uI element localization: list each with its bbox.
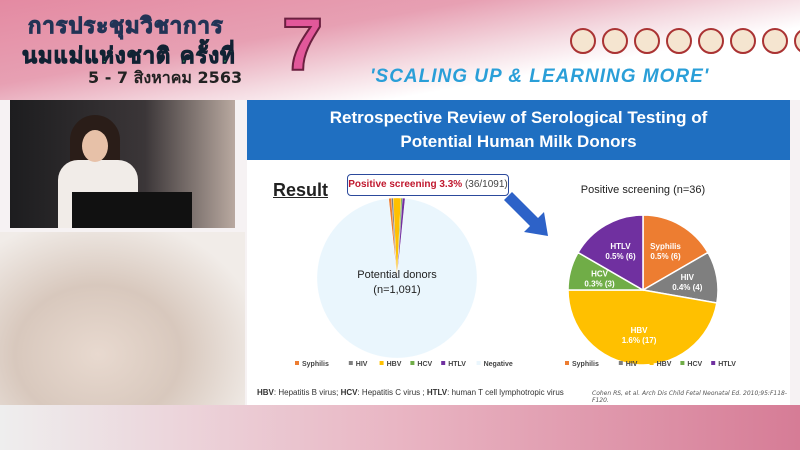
legend-item: Syphilis xyxy=(572,361,599,368)
logo xyxy=(794,28,800,54)
slogan: 'SCALING UP & LEARNING MORE' xyxy=(370,66,710,87)
legend-swatch xyxy=(410,361,415,365)
legend-swatch xyxy=(565,361,569,365)
result-heading: Result xyxy=(273,180,329,200)
slice-label-name: HIV xyxy=(681,273,695,282)
fn-abbr: HBV xyxy=(257,388,274,397)
logo xyxy=(762,28,788,54)
legend-swatch xyxy=(348,361,353,365)
legend-swatch xyxy=(441,361,446,365)
center-label: (n=1,091) xyxy=(373,284,420,296)
logo xyxy=(634,28,660,54)
legend-item: HIV xyxy=(626,361,638,368)
legend-swatch xyxy=(476,361,481,365)
slide-title-line2: Potential Human Milk Donors xyxy=(400,132,637,151)
legend-swatch xyxy=(680,361,685,365)
legend-item: HBV xyxy=(657,361,672,368)
legend-item: HBV xyxy=(387,361,402,368)
legend-swatch xyxy=(618,361,623,365)
citation: Cohen RS, et al. Arch Dis Child Fetal Ne… xyxy=(592,390,788,404)
background-child-photo xyxy=(0,232,245,407)
slice-label-value: 1.6% (17) xyxy=(622,336,657,345)
slice-label-value: 0.3% (3) xyxy=(584,279,615,288)
slice-label-value: 0.5% (6) xyxy=(650,252,681,261)
conference-number: 7 xyxy=(281,2,324,87)
conference-date: 5 - 7 สิงหาคม 2563 xyxy=(88,68,243,87)
presentation-slide: Retrospective Review of Serological Test… xyxy=(247,100,790,405)
arrow-icon xyxy=(504,192,548,236)
logo xyxy=(570,28,596,54)
footer-banner xyxy=(0,405,800,450)
logo xyxy=(602,28,628,54)
logo xyxy=(730,28,756,54)
slice-label-name: Syphilis xyxy=(650,242,681,251)
conference-title-line1: การประชุมวิชาการ xyxy=(28,14,224,40)
pie-slice-htlv xyxy=(577,214,644,292)
legend-item: Syphilis xyxy=(302,361,329,368)
header-banner xyxy=(0,0,800,100)
legend-swatch xyxy=(711,361,716,365)
slice-label-value: 0.4% (4) xyxy=(672,283,703,292)
positive-callout: Positive screening 3.3% (36/1091) xyxy=(347,174,509,196)
pie-slice-negative xyxy=(316,198,478,359)
center-label: Potential donors xyxy=(357,269,437,281)
slice-label-name: HTLV xyxy=(610,242,631,251)
legend-swatch xyxy=(649,361,654,365)
legend-item: HCV xyxy=(687,361,702,368)
pie-charts: Potential donors (n=1,091) Syphilis HIV HBV H… xyxy=(295,184,736,368)
presenter-face xyxy=(82,130,108,162)
callout-bold: Positive screening 3.3% xyxy=(348,179,463,190)
slide-title-line1: Retrospective Review of Serological Test… xyxy=(329,108,708,127)
logo xyxy=(666,28,692,54)
legend-swatch xyxy=(379,361,384,365)
slice-label-name: HCV xyxy=(591,269,609,278)
legend-item: HCV xyxy=(417,361,432,368)
legend-item: HTLV xyxy=(718,361,736,368)
legend-item: HIV xyxy=(356,361,368,368)
fn-text: : Hepatitis C virus ; xyxy=(357,388,427,397)
legend-item: HTLV xyxy=(448,361,466,368)
fn-text: : Hepatitis B virus; xyxy=(273,388,341,397)
podium xyxy=(72,192,192,228)
fn-abbr: HTLV xyxy=(426,388,448,397)
sponsor-logos xyxy=(570,28,800,54)
abbreviation-footnote: HBV: Hepatitis B virus; HCV: Hepatitis C… xyxy=(257,388,564,397)
pie-slice-syphilis xyxy=(642,214,709,292)
conference-title-line2: นมแม่แห่งชาติ ครั้งที่ xyxy=(22,44,236,70)
fn-text: : human T cell lymphotropic virus xyxy=(447,388,564,397)
slide-title: Retrospective Review of Serological Test… xyxy=(247,100,790,160)
slice-label-name: HBV xyxy=(631,326,649,335)
presenter-video xyxy=(10,100,235,228)
callout-rest: (36/1091) xyxy=(464,179,508,190)
logo xyxy=(698,28,724,54)
legend-swatch xyxy=(295,361,299,365)
pie-slice-hbv xyxy=(567,289,718,366)
fn-abbr: HCV xyxy=(340,388,358,397)
legend-item: Negative xyxy=(484,361,513,368)
chart-title: Positive screening (n=36) xyxy=(581,184,705,196)
slice-label-value: 0.5% (6) xyxy=(605,252,636,261)
